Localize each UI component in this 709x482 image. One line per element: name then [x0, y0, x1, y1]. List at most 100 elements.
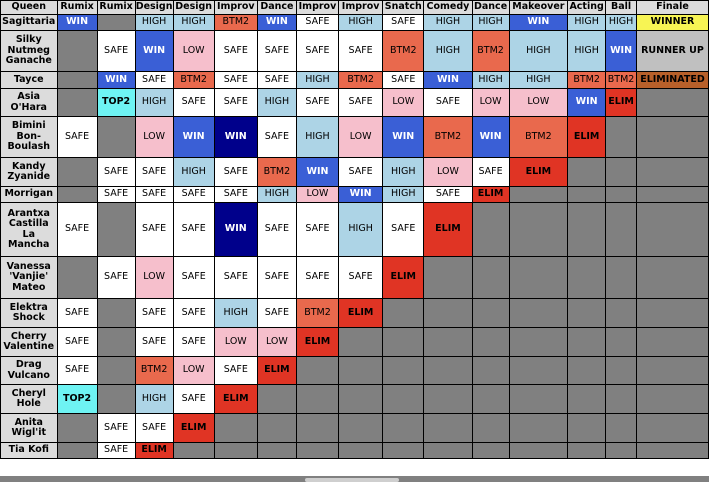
not-applicable-cell: [471, 256, 510, 299]
column-header-finale: Finale: [635, 0, 709, 15]
not-applicable-cell: [508, 413, 569, 443]
placement-cell: SAFE: [96, 186, 136, 203]
placement-cell: BTM2: [605, 71, 637, 89]
column-header-rumix: Rumix: [96, 0, 136, 15]
not-applicable-cell: [338, 384, 384, 414]
placement-cell: WIN: [134, 30, 174, 72]
not-applicable-cell: [508, 356, 569, 385]
placement-cell: SAFE: [338, 256, 384, 299]
placement-cell: WIN: [213, 116, 258, 158]
placement-cell: TOP2: [96, 88, 136, 117]
table-row: Silky Nutmeg Ganache SAFE WIN LOW SAFE SAFE SA…: [0, 30, 709, 72]
queen-name: Anita Wigl'it: [0, 413, 58, 443]
placement-cell: SAFE: [134, 298, 174, 328]
placement-cell: LOW: [256, 327, 297, 357]
table-row: Sagittaria WIN HIGH HIGH BTM2 WIN SAFE HIGH SAFE…: [0, 14, 709, 31]
placement-cell: ELIM: [382, 256, 425, 299]
placement-cell: HIGH: [134, 384, 174, 414]
placement-cell: SAFE: [382, 71, 425, 89]
table-row: Vanessa 'Vanjie' Mateo SAFE LOW SAFE SAFE SAF…: [0, 256, 709, 299]
placement-cell: SAFE: [295, 14, 340, 31]
placement-cell: LOW: [172, 30, 215, 72]
queen-name: Bimini Bon- Boulash: [0, 116, 58, 158]
column-header-design: Design: [172, 0, 215, 15]
table-row: Cheryl Hole TOP2 HIGH SAFE ELIM: [0, 384, 709, 414]
placement-cell: WIN: [338, 186, 384, 203]
placement-cell: SAFE: [382, 14, 425, 31]
placement-cell: SAFE: [172, 327, 215, 357]
placement-cell: ELIM: [423, 202, 473, 257]
not-applicable-cell: [635, 186, 709, 203]
placement-cell: WIN: [213, 202, 258, 257]
not-applicable-cell: [635, 116, 709, 158]
placement-cell: HIGH: [423, 14, 473, 31]
not-applicable-cell: [338, 327, 384, 357]
placement-cell: SAFE: [213, 256, 258, 299]
placement-cell: LOW: [134, 116, 174, 158]
placement-cell: BTM2: [295, 298, 340, 328]
not-applicable-cell: [508, 256, 569, 299]
not-applicable-cell: [213, 413, 258, 443]
not-applicable-cell: [295, 356, 340, 385]
placement-cell: WIN: [295, 157, 340, 187]
not-applicable-cell: [605, 413, 637, 443]
placement-cell: LOW: [295, 186, 340, 203]
not-applicable-cell: [382, 356, 425, 385]
table-row: Asia O'Hara TOP2 HIGH SAFE SAFE HIGH SAFE SAFE L…: [0, 88, 709, 117]
placement-cell: WIN: [382, 116, 425, 158]
placement-cell: SAFE: [338, 157, 384, 187]
placement-cell: BTM2: [256, 157, 297, 187]
placement-cell: LOW: [423, 157, 473, 187]
placement-cell: HIGH: [508, 71, 569, 89]
queen-name: Asia O'Hara: [0, 88, 58, 117]
placement-cell: HIGH: [338, 14, 384, 31]
table-row: Kandy Zyanide SAFE SAFE HIGH SAFE BTM2 WIN SAFE…: [0, 157, 709, 187]
not-applicable-cell: [471, 298, 510, 328]
not-applicable-cell: [635, 384, 709, 414]
placement-cell: BTM2: [134, 356, 174, 385]
not-applicable-cell: [471, 384, 510, 414]
not-applicable-cell: [423, 442, 473, 459]
placement-cell: HIGH: [508, 30, 569, 72]
placement-cell: SAFE: [471, 157, 510, 187]
placement-cell: HIGH: [172, 157, 215, 187]
not-applicable-cell: [56, 157, 98, 187]
placement-cell: ELIM: [295, 327, 340, 357]
placement-cell: SAFE: [213, 157, 258, 187]
placement-cell: ELIM: [567, 116, 607, 158]
placement-cell: BTM2: [567, 71, 607, 89]
not-applicable-cell: [508, 327, 569, 357]
not-applicable-cell: [56, 88, 98, 117]
placement-cell: SAFE: [213, 356, 258, 385]
not-applicable-cell: [605, 442, 637, 459]
placement-cell: SAFE: [96, 157, 136, 187]
placement-cell: SAFE: [256, 298, 297, 328]
placement-cell: ELIM: [134, 442, 174, 459]
placement-cell: SAFE: [56, 327, 98, 357]
placement-cell: WIN: [567, 88, 607, 117]
placement-cell: LOW: [471, 88, 510, 117]
placement-cell: SAFE: [134, 157, 174, 187]
not-applicable-cell: [471, 327, 510, 357]
not-applicable-cell: [567, 413, 607, 443]
placement-cell: BTM2: [423, 116, 473, 158]
placement-cell: LOW: [508, 88, 569, 117]
not-applicable-cell: [567, 186, 607, 203]
not-applicable-cell: [338, 413, 384, 443]
placement-cell: WIN: [508, 14, 569, 31]
not-applicable-cell: [382, 413, 425, 443]
placement-cell: BTM2: [382, 30, 425, 72]
not-applicable-cell: [635, 327, 709, 357]
queen-name: Drag Vulcano: [0, 356, 58, 385]
placement-cell: SAFE: [96, 413, 136, 443]
not-applicable-cell: [635, 256, 709, 299]
column-header-dance: Dance: [256, 0, 297, 15]
placement-cell: SAFE: [213, 71, 258, 89]
horizontal-scrollbar-thumb[interactable]: [305, 478, 399, 482]
placement-cell: HIGH: [172, 14, 215, 31]
not-applicable-cell: [508, 384, 569, 414]
placement-cell: WIN: [172, 116, 215, 158]
placement-cell: WIN: [96, 71, 136, 89]
placement-cell: SAFE: [295, 202, 340, 257]
not-applicable-cell: [423, 327, 473, 357]
